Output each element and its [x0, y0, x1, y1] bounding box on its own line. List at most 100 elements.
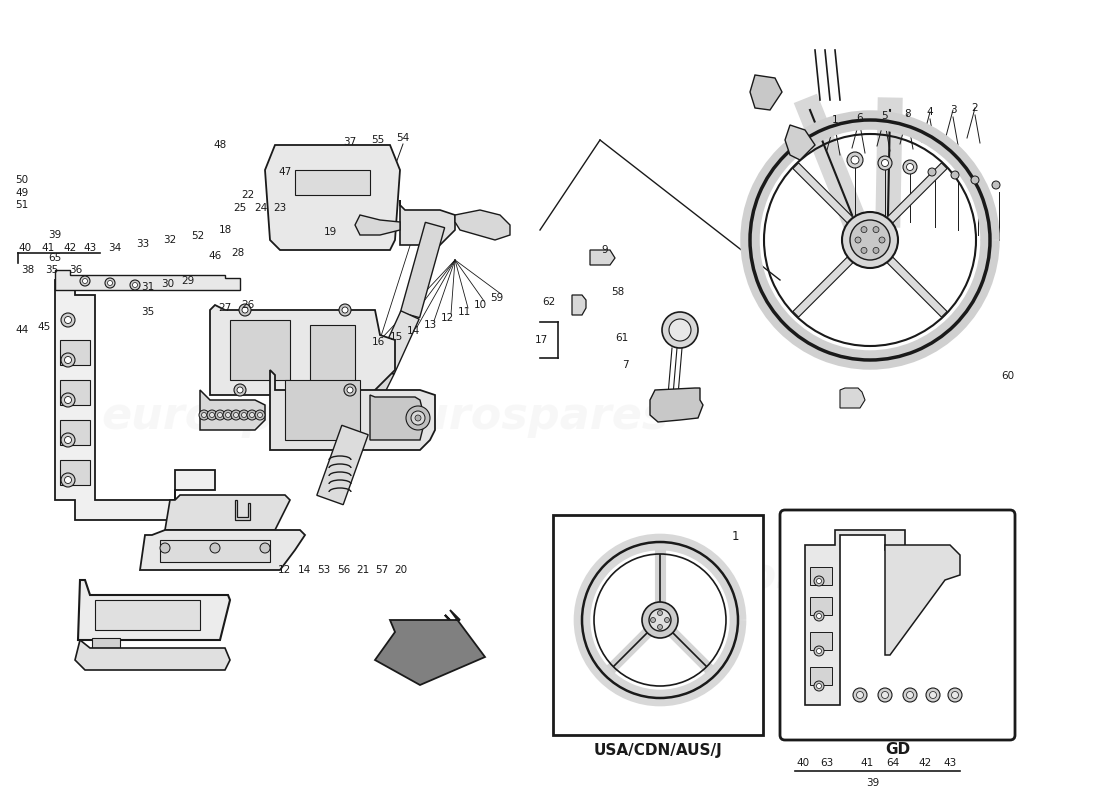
- Circle shape: [411, 411, 425, 425]
- Circle shape: [816, 614, 822, 618]
- Text: 24: 24: [254, 203, 267, 213]
- Polygon shape: [55, 270, 240, 290]
- Polygon shape: [400, 200, 455, 245]
- Bar: [160, 540, 270, 562]
- Polygon shape: [78, 580, 230, 640]
- Text: 21: 21: [356, 565, 370, 575]
- Text: 8: 8: [904, 109, 911, 119]
- Text: 10: 10: [473, 300, 486, 310]
- Circle shape: [60, 313, 75, 327]
- Polygon shape: [60, 340, 90, 365]
- Polygon shape: [750, 75, 782, 110]
- Circle shape: [223, 410, 233, 420]
- Text: 41: 41: [860, 758, 873, 768]
- Circle shape: [250, 413, 254, 418]
- Polygon shape: [590, 250, 615, 265]
- Text: 31: 31: [142, 282, 155, 292]
- Circle shape: [658, 625, 662, 630]
- Bar: [810, 597, 832, 615]
- Circle shape: [201, 413, 207, 418]
- Circle shape: [879, 237, 886, 243]
- Text: 43: 43: [84, 243, 97, 253]
- Text: 13: 13: [424, 320, 437, 330]
- Circle shape: [842, 212, 898, 268]
- Text: 55: 55: [372, 135, 385, 145]
- Text: 37: 37: [343, 137, 356, 147]
- Text: 61: 61: [615, 333, 628, 343]
- Text: 35: 35: [45, 265, 58, 275]
- Text: 46: 46: [208, 251, 221, 261]
- Text: 54: 54: [396, 133, 409, 143]
- Bar: [810, 567, 832, 585]
- Text: 59: 59: [491, 293, 504, 303]
- Text: eurospares: eurospares: [101, 394, 383, 438]
- Polygon shape: [317, 426, 368, 505]
- Polygon shape: [650, 388, 703, 422]
- Text: 19: 19: [323, 227, 337, 237]
- Circle shape: [948, 688, 962, 702]
- Circle shape: [669, 319, 691, 341]
- Circle shape: [906, 163, 913, 170]
- Circle shape: [878, 688, 892, 702]
- Polygon shape: [886, 545, 960, 655]
- Text: 18: 18: [219, 225, 232, 235]
- Circle shape: [816, 683, 822, 689]
- Polygon shape: [235, 500, 250, 520]
- Circle shape: [82, 278, 88, 283]
- Text: 63: 63: [821, 758, 834, 768]
- Text: 43: 43: [944, 758, 957, 768]
- Circle shape: [649, 609, 671, 631]
- Text: 53: 53: [318, 565, 331, 575]
- Bar: [295, 170, 370, 195]
- Circle shape: [814, 576, 824, 586]
- Circle shape: [209, 413, 214, 418]
- Text: 33: 33: [136, 239, 150, 249]
- Polygon shape: [793, 163, 853, 223]
- Circle shape: [242, 413, 246, 418]
- Text: 44: 44: [15, 325, 29, 335]
- Circle shape: [108, 281, 112, 286]
- Circle shape: [881, 691, 889, 698]
- Text: 22: 22: [241, 190, 254, 200]
- Circle shape: [881, 159, 889, 166]
- Text: 36: 36: [69, 265, 82, 275]
- Circle shape: [80, 276, 90, 286]
- Text: 5: 5: [882, 111, 889, 121]
- Text: 62: 62: [542, 297, 556, 307]
- Circle shape: [233, 413, 239, 418]
- Circle shape: [160, 543, 170, 553]
- Text: 49: 49: [15, 188, 29, 198]
- Text: 28: 28: [231, 248, 244, 258]
- Text: 56: 56: [338, 565, 351, 575]
- FancyBboxPatch shape: [780, 510, 1015, 740]
- Circle shape: [65, 437, 72, 443]
- Circle shape: [65, 397, 72, 403]
- Circle shape: [260, 543, 270, 553]
- Circle shape: [207, 410, 217, 420]
- Text: eurospares: eurospares: [662, 554, 944, 598]
- Polygon shape: [840, 388, 865, 408]
- Text: 1: 1: [732, 530, 739, 543]
- Bar: [553, 515, 763, 735]
- Circle shape: [814, 611, 824, 621]
- Circle shape: [199, 410, 209, 420]
- Bar: [95, 600, 200, 630]
- Text: 50: 50: [15, 175, 29, 185]
- Text: 41: 41: [42, 243, 55, 253]
- Polygon shape: [887, 257, 947, 317]
- Polygon shape: [75, 640, 230, 670]
- Circle shape: [851, 156, 859, 164]
- Polygon shape: [355, 215, 400, 235]
- Text: 27: 27: [219, 303, 232, 313]
- Polygon shape: [60, 420, 90, 445]
- Text: 40: 40: [796, 758, 810, 768]
- Circle shape: [873, 247, 879, 254]
- Circle shape: [662, 312, 698, 348]
- Circle shape: [248, 410, 257, 420]
- Text: 23: 23: [274, 203, 287, 213]
- Polygon shape: [887, 163, 947, 223]
- Text: 32: 32: [164, 235, 177, 245]
- Circle shape: [928, 168, 936, 176]
- Circle shape: [60, 473, 75, 487]
- Circle shape: [650, 618, 656, 622]
